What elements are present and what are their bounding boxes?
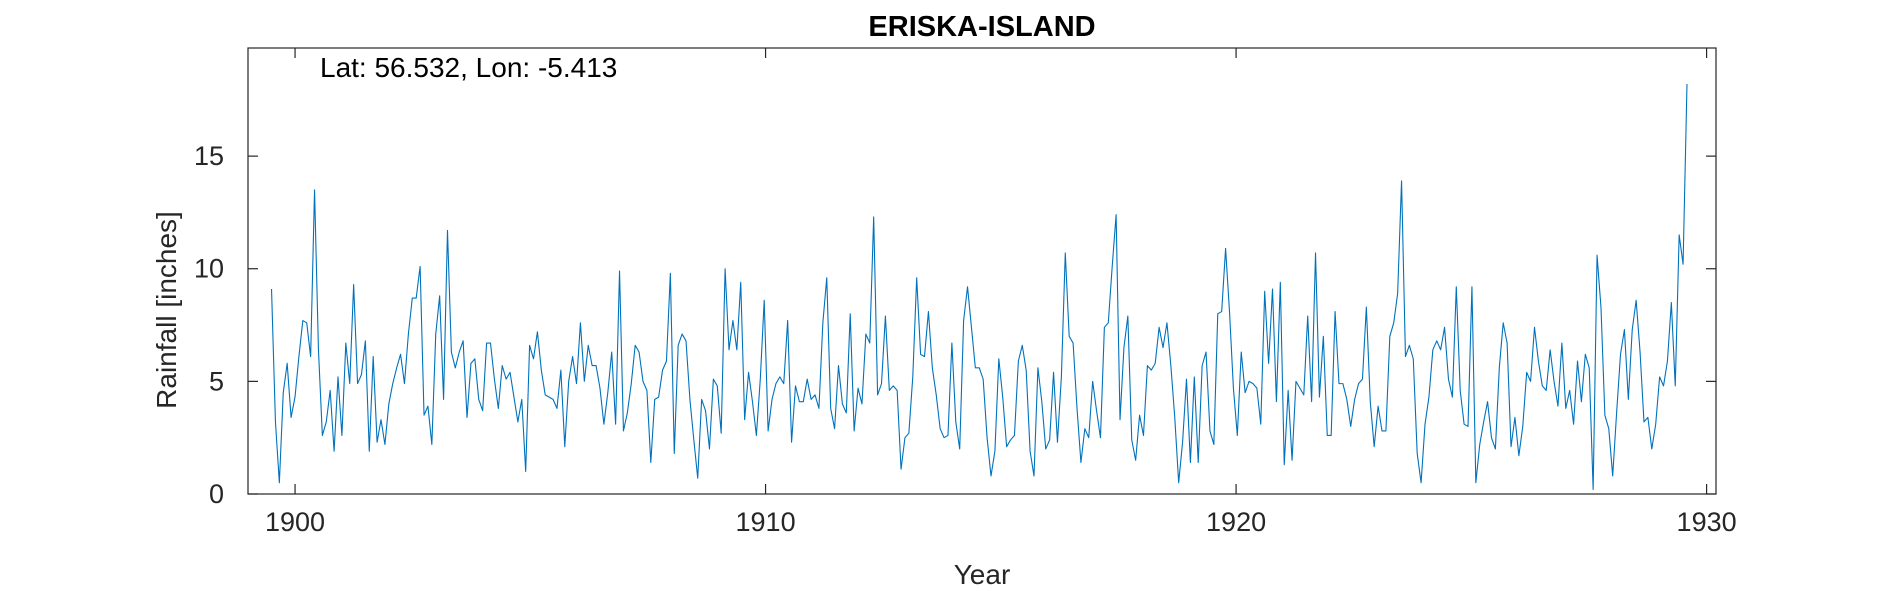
x-tick-label: 1900: [265, 507, 325, 537]
location-annotation: Lat: 56.532, Lon: -5.413: [320, 52, 617, 83]
chart-title: ERISKA-ISLAND: [868, 11, 1095, 43]
x-axis-title: Year: [954, 559, 1011, 590]
axes-layer: [247, 47, 1717, 495]
y-tick-label: 15: [194, 141, 224, 171]
rainfall-series-line: [270, 84, 1688, 491]
plot-frame: [247, 47, 1717, 495]
y-axis-title: Rainfall [inches]: [151, 211, 182, 409]
ticks-layer: 1900 1910 1920 1930 0 5 10 15: [194, 48, 1737, 537]
x-tick-label: 1930: [1677, 507, 1737, 537]
series-layer: [270, 84, 1688, 491]
y-tick-label: 5: [209, 366, 224, 396]
x-tick-label: 1920: [1206, 507, 1266, 537]
y-tick-label: 10: [194, 254, 224, 284]
x-tick-label: 1910: [736, 507, 796, 537]
y-tick-label: 0: [209, 479, 224, 509]
